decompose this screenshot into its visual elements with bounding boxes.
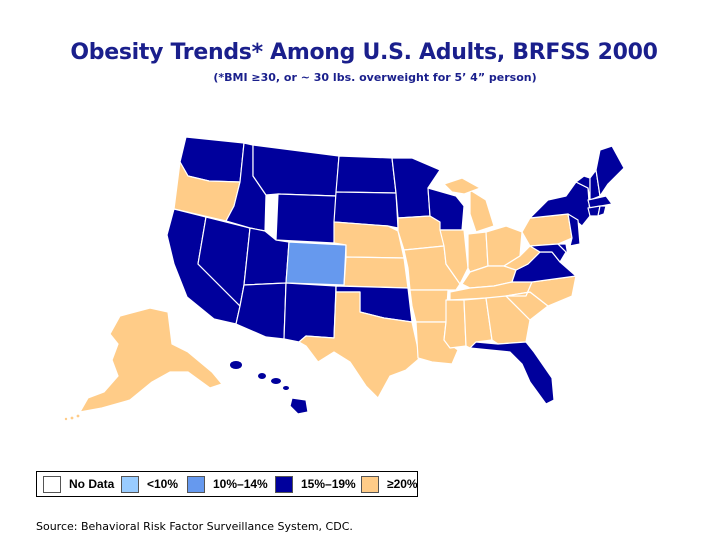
state-arizona [235, 282, 287, 340]
legend-swatch [361, 476, 379, 493]
state-alaska [79, 307, 223, 413]
state-arkansas [409, 289, 449, 323]
state-montana [252, 144, 340, 197]
state-pennsylvania [521, 213, 573, 247]
state-massachusetts [587, 195, 613, 209]
state-florida [469, 341, 555, 405]
map-subtitle: (*BMI ≥30, or ~ 30 lbs. overweight for 5… [213, 71, 537, 84]
state-mi-upper [443, 177, 481, 195]
state-indiana [467, 231, 489, 273]
aleutian-islands [64, 414, 80, 421]
state-wyoming [275, 193, 337, 244]
state-new-mexico [283, 282, 337, 343]
state-mississippi [443, 299, 467, 349]
legend-swatch [187, 476, 205, 493]
state-iowa [397, 215, 445, 251]
state-hawaii [289, 397, 309, 415]
state-texas [298, 291, 421, 399]
legend-label: No Data [69, 477, 115, 491]
state-south-dakota [333, 191, 399, 229]
legend-label: 10%–14% [213, 477, 268, 491]
legend-label: 15%–19% [301, 477, 356, 491]
source-note: Source: Behavioral Risk Factor Surveilla… [36, 520, 353, 533]
hawaii-islands [230, 361, 289, 390]
map-legend: No Data <10% 10%–14% 15%–19% ≥20% [36, 471, 418, 497]
state-rhode-island [597, 205, 607, 217]
state-illinois [439, 229, 469, 285]
state-michigan [469, 189, 495, 233]
state-washington [179, 136, 245, 183]
state-delaware [557, 243, 569, 257]
state-maine [595, 145, 625, 197]
legend-label: <10% [147, 477, 179, 491]
legend-swatch [121, 476, 139, 493]
legend-label: ≥20% [387, 477, 418, 491]
state-kansas [343, 256, 409, 289]
state-new-jersey [567, 213, 581, 247]
legend-swatch [43, 476, 61, 493]
map-title: Obesity Trends* Among U.S. Adults, BRFSS… [70, 40, 658, 65]
state-colorado [285, 241, 347, 286]
state-north-dakota [335, 155, 397, 194]
legend-swatch [275, 476, 293, 493]
